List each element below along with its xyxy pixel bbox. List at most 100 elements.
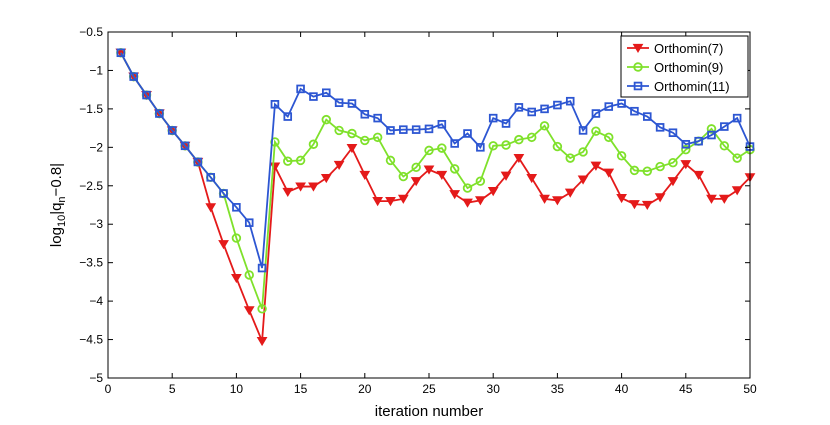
x-tick-label: 25 (422, 382, 436, 396)
data-point (142, 90, 151, 100)
y-tick-label: −0.5 (79, 25, 103, 39)
data-point (694, 136, 703, 146)
data-point (565, 153, 575, 163)
data-point (282, 187, 294, 197)
data-point (526, 132, 537, 143)
data-point (476, 143, 485, 152)
data-point (346, 144, 358, 154)
data-point (116, 48, 126, 58)
data-point (295, 182, 306, 192)
data-point (667, 177, 679, 187)
data-point (540, 104, 549, 114)
data-point (232, 203, 241, 212)
data-point (668, 128, 678, 137)
data-point (641, 200, 653, 211)
data-point (155, 109, 164, 118)
data-point (500, 171, 512, 181)
data-point (603, 168, 615, 178)
data-point (693, 170, 705, 181)
data-point (732, 113, 742, 123)
data-point (308, 139, 319, 149)
data-point (526, 173, 538, 184)
legend-label: Orthomin(9) (654, 60, 723, 75)
data-point (501, 119, 511, 128)
y-axis-label-suffix: −0.8| (48, 163, 65, 197)
data-point (321, 114, 332, 125)
y-tick-label: −3 (89, 217, 103, 231)
data-point (655, 123, 665, 132)
data-point (474, 196, 486, 206)
data-point (564, 188, 576, 198)
data-point (399, 125, 408, 134)
data-point (706, 124, 717, 134)
data-point (654, 193, 666, 203)
series-orthomin-11 (116, 48, 755, 273)
data-point (633, 81, 643, 91)
data-point (385, 155, 396, 166)
data-point (437, 143, 447, 153)
data-point (372, 132, 383, 143)
data-point (270, 100, 280, 109)
data-point (632, 43, 644, 54)
data-point (578, 147, 588, 157)
y-axis-label-mid: |q (48, 203, 65, 215)
data-point (668, 157, 678, 168)
x-axis-label: iteration number (375, 403, 483, 420)
data-point (423, 165, 435, 175)
y-axis-label: log10|qn−0.8| (48, 163, 68, 247)
data-point (577, 175, 589, 185)
series-layer (115, 48, 756, 347)
y-tick-label: −2.5 (79, 179, 103, 193)
series-line (120, 52, 751, 310)
x-tick-label: 40 (615, 382, 629, 396)
data-point (539, 194, 550, 204)
data-point (411, 125, 421, 134)
data-point (295, 155, 306, 166)
x-tick-label: 30 (487, 382, 501, 396)
series-orthomin-9 (116, 48, 755, 314)
data-point (629, 165, 640, 176)
data-point (643, 112, 652, 121)
data-point (437, 119, 447, 129)
data-point (487, 187, 499, 197)
data-point (424, 145, 434, 156)
y-tick-label: −4.5 (79, 333, 103, 347)
data-point (256, 336, 268, 347)
data-point (360, 135, 370, 146)
data-point (513, 153, 525, 164)
data-point (436, 170, 448, 181)
x-tick-label: 0 (105, 382, 112, 396)
data-point (642, 166, 653, 176)
x-tick-label: 15 (294, 382, 308, 396)
data-point (604, 132, 614, 143)
data-point (244, 218, 254, 227)
data-point (527, 107, 536, 117)
data-point (488, 141, 498, 151)
data-point (552, 196, 563, 206)
data-point (333, 160, 345, 171)
data-point (218, 240, 229, 250)
data-point (257, 263, 267, 273)
data-point (450, 139, 459, 148)
x-tick-label: 45 (679, 382, 693, 396)
data-point (322, 88, 331, 98)
data-point (578, 126, 588, 135)
legend-item-orthomin-7: Orthomin(7) (627, 41, 723, 56)
data-point (231, 233, 242, 243)
data-point (539, 121, 550, 131)
data-point (283, 112, 293, 121)
data-point (347, 128, 357, 139)
data-point (475, 176, 486, 186)
data-point (655, 161, 665, 172)
data-point (308, 182, 319, 192)
series-line (120, 52, 751, 269)
data-point (243, 306, 255, 316)
y-tick-label: −4 (89, 294, 103, 308)
data-point (719, 141, 730, 151)
data-point (257, 304, 267, 314)
ticks-layer: 0 5 10 15 20 25 30 35 40 45 50 −5 −4.5 −4 −3.5 −3 −2.5 −2… (79, 25, 757, 396)
data-point (244, 270, 254, 280)
data-point (205, 203, 217, 213)
data-point (591, 109, 601, 118)
